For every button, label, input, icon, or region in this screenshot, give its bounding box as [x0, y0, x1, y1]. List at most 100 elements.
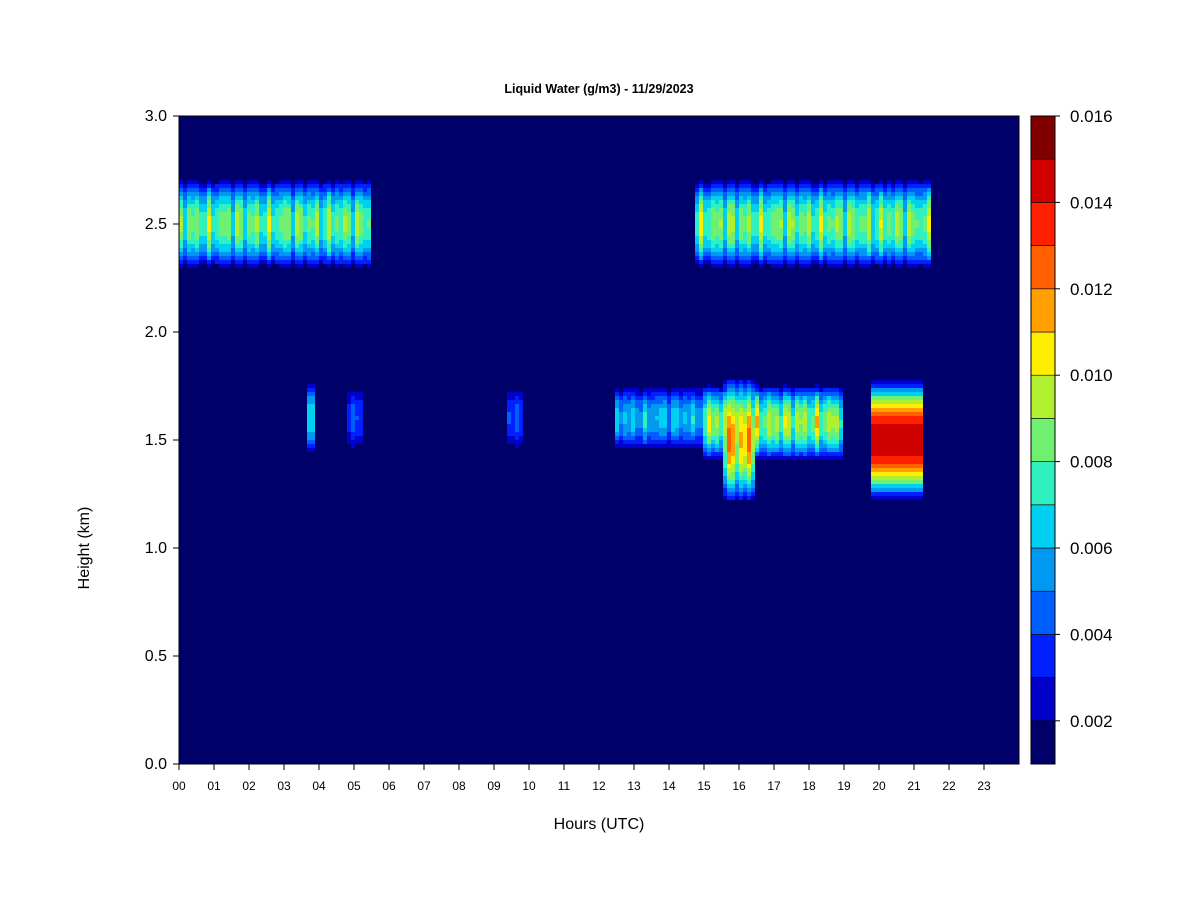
heatmap-cell	[787, 196, 791, 200]
heatmap-cell	[691, 388, 695, 392]
heatmap-cell	[755, 192, 759, 196]
heatmap-cell	[923, 244, 927, 248]
heatmap-cell	[791, 224, 795, 228]
heatmap-cell	[695, 188, 699, 192]
heatmap-cell	[755, 224, 759, 228]
heatmap-cell	[771, 240, 775, 244]
heatmap-cell	[891, 452, 895, 456]
heatmap-cell	[291, 196, 295, 200]
heatmap-cell	[275, 188, 279, 192]
heatmap-cell	[899, 256, 903, 260]
heatmap-cell	[703, 412, 707, 416]
heatmap-cell	[907, 232, 911, 236]
heatmap-cell	[695, 424, 699, 428]
heatmap-cell	[779, 436, 783, 440]
heatmap-cell	[907, 200, 911, 204]
heatmap-cell	[871, 388, 875, 392]
heatmap-cell	[187, 208, 191, 212]
heatmap-cell	[183, 192, 187, 196]
heatmap-cell	[519, 400, 523, 404]
heatmap-cell	[751, 188, 755, 192]
heatmap-cell	[663, 428, 667, 432]
heatmap-cell	[915, 212, 919, 216]
heatmap-cell	[759, 428, 763, 432]
heatmap-cell	[315, 220, 319, 224]
heatmap-cell	[235, 208, 239, 212]
heatmap-cell	[315, 252, 319, 256]
heatmap-cell	[903, 208, 907, 212]
heatmap-cell	[311, 388, 315, 392]
heatmap-cell	[823, 444, 827, 448]
heatmap-cell	[747, 260, 751, 264]
heatmap-cell	[287, 208, 291, 212]
heatmap-cell	[899, 448, 903, 452]
x-tick-label: 01	[207, 779, 221, 793]
heatmap-cell	[259, 180, 263, 184]
heatmap-cell	[635, 420, 639, 424]
heatmap-cell	[711, 400, 715, 404]
heatmap-cell	[695, 184, 699, 188]
heatmap-cell	[879, 448, 883, 452]
heatmap-cell	[723, 496, 727, 500]
heatmap-cell	[739, 392, 743, 396]
heatmap-cell	[915, 380, 919, 384]
heatmap-cell	[511, 424, 515, 428]
heatmap-cell	[347, 224, 351, 228]
heatmap-cell	[755, 236, 759, 240]
heatmap-cell	[747, 452, 751, 456]
heatmap-cell	[835, 212, 839, 216]
heatmap-cell	[775, 212, 779, 216]
heatmap-cell	[815, 236, 819, 240]
heatmap-cell	[363, 208, 367, 212]
heatmap-cell	[715, 392, 719, 396]
heatmap-cell	[739, 420, 743, 424]
heatmap-cell	[235, 184, 239, 188]
heatmap-cell	[215, 244, 219, 248]
heatmap-cell	[879, 196, 883, 200]
heatmap-cell	[863, 256, 867, 260]
heatmap-cell	[663, 440, 667, 444]
heatmap-cell	[875, 244, 879, 248]
heatmap-cell	[911, 420, 915, 424]
heatmap-cell	[919, 464, 923, 468]
heatmap-cell	[915, 188, 919, 192]
heatmap-cell	[807, 224, 811, 228]
heatmap-cell	[747, 396, 751, 400]
heatmap-cell	[279, 244, 283, 248]
heatmap-cell	[331, 252, 335, 256]
x-tick-label: 22	[942, 779, 956, 793]
heatmap-cell	[199, 200, 203, 204]
heatmap-cell	[267, 180, 271, 184]
heatmap-cell	[695, 404, 699, 408]
heatmap-cell	[647, 444, 651, 448]
heatmap-cell	[819, 200, 823, 204]
heatmap-cell	[335, 228, 339, 232]
heatmap-cell	[227, 252, 231, 256]
heatmap-cell	[791, 444, 795, 448]
heatmap-cell	[887, 424, 891, 428]
heatmap-cell	[779, 412, 783, 416]
heatmap-cell	[915, 208, 919, 212]
heatmap-cell	[687, 420, 691, 424]
heatmap-cell	[243, 228, 247, 232]
heatmap-cell	[367, 180, 371, 184]
heatmap-cell	[203, 220, 207, 224]
heatmap-cell	[727, 416, 731, 420]
heatmap-cell	[807, 388, 811, 392]
heatmap-cell	[871, 380, 875, 384]
heatmap-cell	[887, 212, 891, 216]
heatmap-cell	[891, 492, 895, 496]
heatmap-cell	[227, 180, 231, 184]
heatmap-cell	[875, 224, 879, 228]
heatmap-cell	[331, 256, 335, 260]
heatmap-cell	[731, 208, 735, 212]
heatmap-cell	[223, 244, 227, 248]
heatmap-cell	[899, 212, 903, 216]
heatmap-cell	[859, 232, 863, 236]
heatmap-cell	[743, 476, 747, 480]
heatmap-cell	[263, 200, 267, 204]
heatmap-cell	[815, 264, 819, 268]
heatmap-cell	[683, 428, 687, 432]
heatmap-cell	[747, 464, 751, 468]
heatmap-cell	[827, 404, 831, 408]
